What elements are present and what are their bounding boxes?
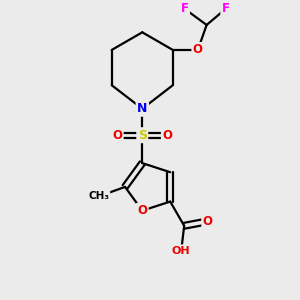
Text: S: S [138, 129, 147, 142]
Text: OH: OH [172, 246, 190, 256]
Text: O: O [112, 129, 122, 142]
Text: CH₃: CH₃ [88, 191, 109, 201]
Text: F: F [181, 2, 189, 15]
Text: O: O [193, 44, 203, 56]
Text: N: N [137, 102, 148, 115]
Text: O: O [162, 129, 172, 142]
Text: O: O [203, 215, 213, 228]
Text: F: F [222, 2, 230, 15]
Text: O: O [137, 204, 147, 217]
